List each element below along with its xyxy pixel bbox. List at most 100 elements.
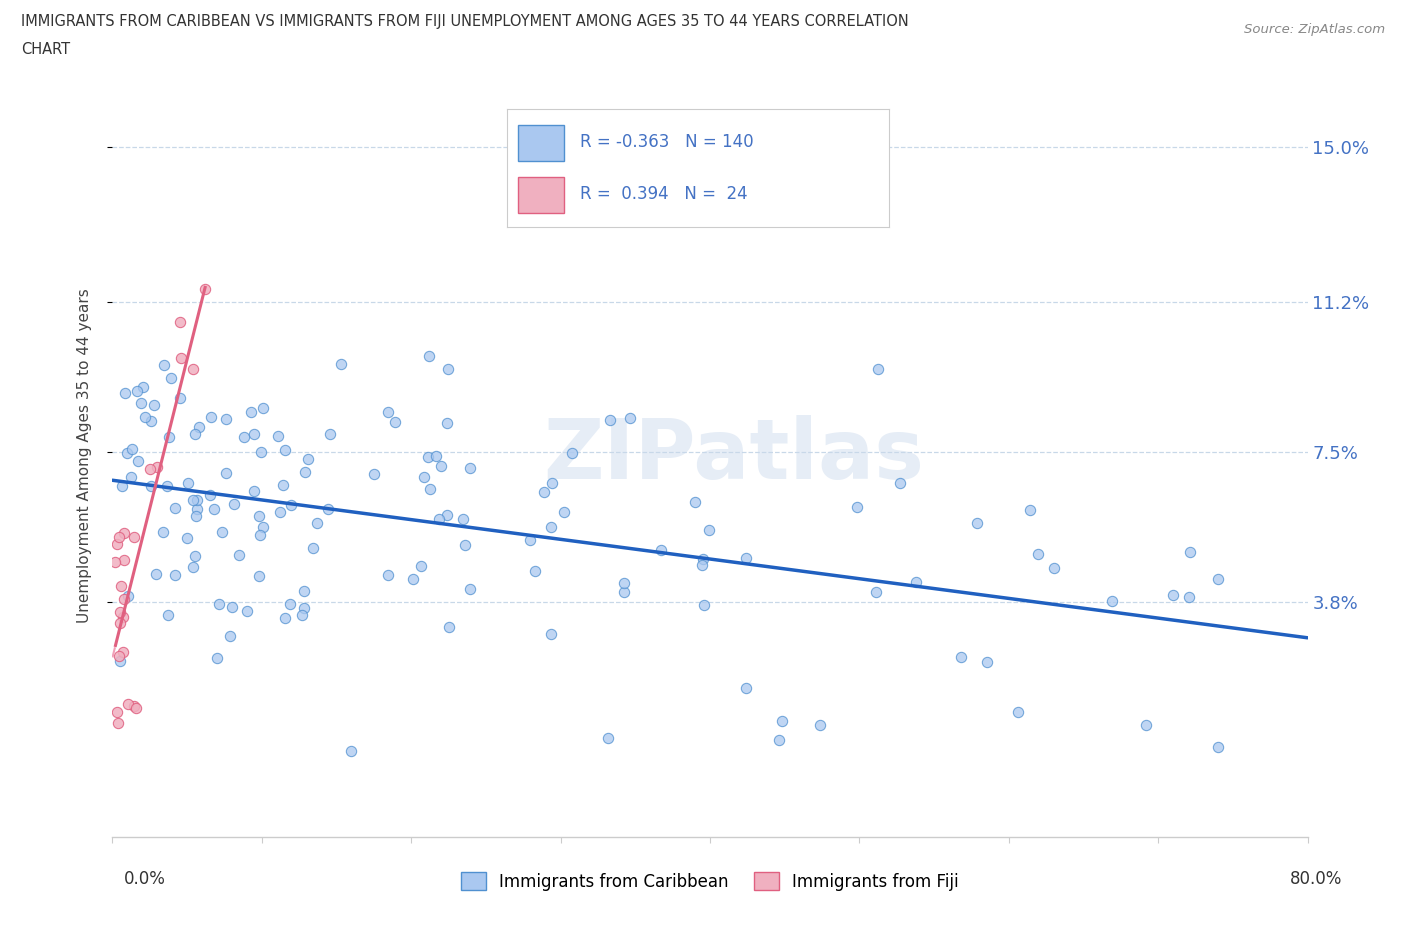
Point <box>274 443 297 458</box>
Point <box>239 405 262 419</box>
Point <box>692 551 714 566</box>
Text: ZIPatlas: ZIPatlas <box>544 415 924 497</box>
Point <box>437 362 460 377</box>
Point <box>104 555 127 570</box>
Point <box>950 649 973 664</box>
Point <box>845 499 868 514</box>
Point <box>200 409 222 424</box>
Point <box>561 445 583 460</box>
Point <box>294 464 316 479</box>
Point <box>650 542 672 557</box>
Point <box>734 551 756 565</box>
Point <box>110 578 132 593</box>
Point <box>377 568 399 583</box>
Point <box>107 715 129 730</box>
Point <box>1206 739 1229 754</box>
Point <box>181 559 204 574</box>
Point <box>540 627 562 642</box>
Point <box>228 548 250 563</box>
Point <box>215 466 238 481</box>
Point <box>1178 590 1201 604</box>
Point <box>966 515 988 530</box>
Point <box>454 538 477 552</box>
Legend: Immigrants from Caribbean, Immigrants from Fiji: Immigrants from Caribbean, Immigrants fr… <box>454 866 966 897</box>
Point <box>697 523 720 538</box>
Point <box>269 505 291 520</box>
Point <box>1180 544 1202 559</box>
Point <box>292 583 315 598</box>
Point <box>112 552 135 567</box>
Point <box>273 610 295 625</box>
Point <box>280 498 302 512</box>
Point <box>111 644 134 659</box>
Point <box>139 462 162 477</box>
Point <box>186 492 208 507</box>
Point <box>127 383 149 398</box>
Point <box>768 733 790 748</box>
Point <box>181 362 204 377</box>
Text: IMMIGRANTS FROM CARIBBEAN VS IMMIGRANTS FROM FIJI UNEMPLOYMENT AMONG AGES 35 TO : IMMIGRANTS FROM CARIBBEAN VS IMMIGRANTS … <box>21 14 908 29</box>
Point <box>205 651 228 666</box>
Point <box>377 405 399 419</box>
Point <box>200 488 222 503</box>
Point <box>112 525 135 540</box>
Point <box>181 492 204 507</box>
Point <box>184 509 207 524</box>
Point <box>129 395 152 410</box>
Point <box>110 616 132 631</box>
Point <box>108 649 131 664</box>
Point <box>1101 594 1123 609</box>
Point <box>889 475 911 490</box>
Point <box>146 459 169 474</box>
Point <box>215 411 238 426</box>
Point <box>122 698 145 713</box>
Point <box>533 485 555 500</box>
Point <box>187 419 209 434</box>
Point <box>519 532 541 547</box>
Point <box>111 610 134 625</box>
Point <box>169 390 191 405</box>
Point <box>437 619 460 634</box>
Point <box>249 527 271 542</box>
Point <box>184 427 207 442</box>
Point <box>1161 588 1184 603</box>
Point <box>183 549 205 564</box>
Point <box>319 427 342 442</box>
Text: CHART: CHART <box>21 42 70 57</box>
Point <box>1135 718 1157 733</box>
Point <box>111 478 134 493</box>
Point <box>202 502 225 517</box>
Point <box>242 484 264 498</box>
Point <box>176 530 198 545</box>
Point <box>1206 572 1229 587</box>
Point <box>278 597 301 612</box>
Point <box>427 512 450 526</box>
Point <box>252 520 274 535</box>
Point <box>105 704 128 719</box>
Point <box>613 576 636 591</box>
Point <box>115 446 138 461</box>
Point <box>402 572 425 587</box>
Point <box>734 681 756 696</box>
Point <box>1043 561 1066 576</box>
Point <box>599 412 621 427</box>
Point <box>307 516 329 531</box>
Point <box>451 512 474 526</box>
Point <box>108 530 131 545</box>
Point <box>208 596 231 611</box>
Point <box>247 568 270 583</box>
Point <box>458 582 481 597</box>
Point <box>120 469 142 484</box>
Point <box>271 478 294 493</box>
Point <box>693 598 716 613</box>
Point <box>770 713 793 728</box>
Point <box>152 525 174 539</box>
Point <box>1019 503 1042 518</box>
Point <box>139 479 162 494</box>
Point <box>301 541 323 556</box>
Point <box>436 507 458 522</box>
Point <box>105 537 128 551</box>
Point <box>619 411 641 426</box>
Point <box>143 398 166 413</box>
Point <box>122 530 145 545</box>
